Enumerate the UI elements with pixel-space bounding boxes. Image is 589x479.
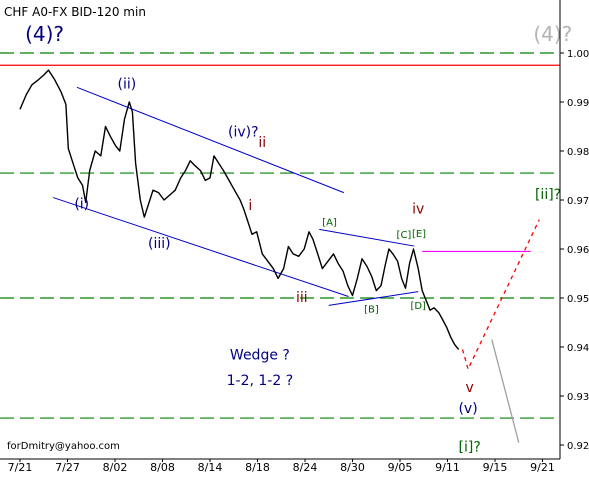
channel-line-1 (53, 197, 349, 298)
wave-label-17: [i]? (459, 439, 481, 455)
y-axis: 1.00 0.99 0.98 0.97 0.96 0.95 0.94 0.93 0.92 (559, 0, 589, 459)
projection-line-0 (461, 219, 540, 371)
wave-label-16: (v) (458, 401, 477, 417)
x-tick-label-9: 9/11 (435, 461, 460, 474)
x-tick-label-4: 8/14 (198, 461, 223, 474)
x-tick-label-6: 8/24 (293, 461, 318, 474)
channel-lines (53, 86, 419, 306)
wave-label-5: i (248, 198, 252, 214)
wave-label-4: ii (258, 135, 266, 151)
x-tick-label-10: 9/15 (483, 461, 508, 474)
x-tick-label-3: 8/08 (150, 461, 175, 474)
y-tick-label-0: 1.00 (567, 49, 589, 60)
wave-label-11: [C] (397, 230, 412, 241)
x-tick-label-8: 9/05 (388, 461, 413, 474)
wave-label-7: (iii) (148, 236, 171, 252)
wave-label-14: iv (412, 202, 424, 218)
wave-label-3: (iv)? (228, 124, 259, 140)
wave-label-18: [ii]? (535, 187, 561, 203)
y-tick-label-7: 0.93 (567, 392, 589, 403)
y-tick-label-2: 0.98 (567, 147, 589, 158)
wave-label-8: iii (296, 290, 308, 306)
wave-label-15: v (466, 380, 474, 396)
wave-label-19: Wedge ? (230, 347, 290, 363)
wave-label-10: [B] (364, 305, 379, 316)
y-tick-label-1: 0.99 (567, 98, 589, 109)
y-tick-label-5: 0.95 (567, 294, 589, 305)
y-tick-label-3: 0.97 (567, 196, 589, 207)
wave-label-2: (ii) (118, 76, 137, 92)
x-tick-label-2: 8/02 (103, 461, 128, 474)
x-tick-label-1: 7/27 (55, 461, 80, 474)
series-line-0 (19, 69, 460, 350)
channel-line-0 (76, 86, 344, 194)
channel-line-2 (319, 228, 415, 247)
x-axis: 7/21 7/27 8/02 8/08 8/14 8/18 8/24 8/30 9/05 9/11… (0, 458, 560, 474)
series-group (19, 69, 460, 350)
y-tick-label-6: 0.94 (567, 343, 589, 354)
x-tick-label-7: 8/30 (340, 461, 365, 474)
y-tick-label-8: 0.92 (567, 441, 589, 452)
projection-line-1 (491, 339, 520, 443)
chart-title: CHF A0-FX BID-120 min (4, 5, 146, 19)
channel-line-3 (328, 291, 419, 306)
x-tick-label-11: 9/21 (530, 461, 555, 474)
x-tick-label-5: 8/18 (245, 461, 270, 474)
footer-email: forDmitry@yahoo.com (7, 441, 120, 452)
x-tick-label-0: 7/21 (8, 461, 33, 474)
wave-label-13: [D] (410, 301, 426, 312)
wave-label-6: (i) (74, 196, 89, 212)
wave-label-0: (4)? (25, 22, 64, 46)
reference-lines (0, 52, 560, 419)
wave-label-9: [A] (322, 217, 337, 228)
y-tick-label-4: 0.96 (567, 245, 589, 256)
wave-label-12: [E] (412, 229, 426, 240)
wave-label-20: 1-2, 1-2 ? (227, 373, 294, 389)
wave-label-1: (4)? (533, 22, 572, 46)
projection-lines (461, 219, 540, 443)
wave-labels: (4)? (4)?(ii)(iv)?iii(i)(iii)iii[A][B][C]… (25, 22, 572, 456)
